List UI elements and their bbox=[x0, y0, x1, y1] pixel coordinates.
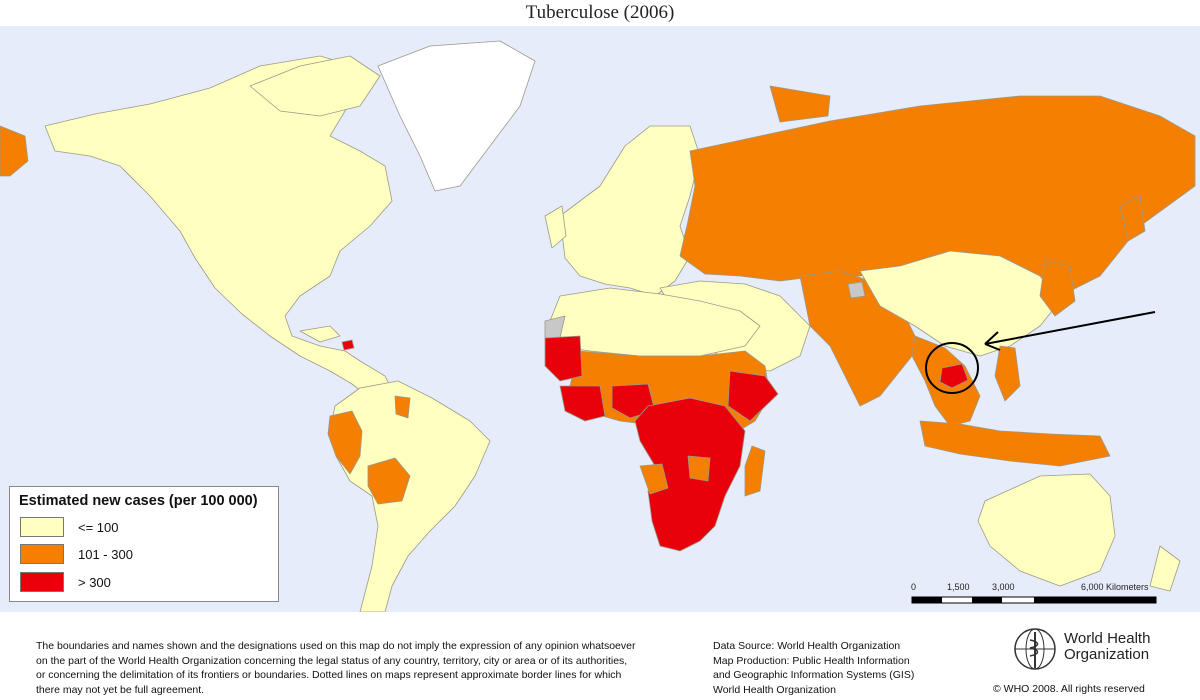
scale-bar-icon bbox=[911, 596, 1157, 604]
annotation-arrow-icon bbox=[925, 311, 1156, 394]
disclaimer-line: on the part of the World Health Organiza… bbox=[36, 654, 628, 667]
scale-tick-1: 1,500 bbox=[947, 582, 970, 592]
legend-item: 101 - 300 bbox=[20, 544, 270, 566]
region-indonesia bbox=[919, 420, 1111, 467]
who-emblem-icon bbox=[1014, 628, 1056, 670]
region-cambodia bbox=[939, 363, 969, 389]
who-name-line2: Organization bbox=[1064, 646, 1150, 663]
legend-label: > 300 bbox=[78, 575, 111, 590]
region-mauritania bbox=[544, 335, 583, 382]
legend-swatch bbox=[20, 517, 64, 537]
region-madagascar bbox=[744, 445, 766, 497]
region-south-america bbox=[329, 380, 491, 612]
region-japan bbox=[1039, 260, 1076, 317]
region-new-zealand bbox=[1149, 545, 1181, 592]
region-philippines bbox=[994, 345, 1021, 402]
legend-title: Estimated new cases (per 100 000) bbox=[19, 493, 258, 509]
legend-item: > 300 bbox=[20, 572, 270, 594]
scale-bar: 0 1,500 3,000 6,000 Kilometers bbox=[905, 582, 1185, 612]
source-line: Data Source: World Health Organization bbox=[713, 640, 901, 652]
source-line: and Geographic Information Systems (GIS) bbox=[713, 669, 915, 681]
region-ethiopia bbox=[727, 370, 779, 422]
legend-label: 101 - 300 bbox=[78, 547, 133, 562]
region-arctic-islands bbox=[249, 55, 381, 117]
region-kamchatka bbox=[1119, 195, 1146, 242]
copyright-text: © WHO 2008. All rights reserved bbox=[993, 683, 1145, 695]
disclaimer-line: or concerning the delimitation of its fr… bbox=[36, 669, 622, 681]
map-title: Tuberculose (2006) bbox=[525, 2, 675, 23]
region-far-east-tip bbox=[0, 125, 29, 177]
region-namibia-area bbox=[687, 455, 711, 482]
data-source-text: Data Source: World Health Organization M… bbox=[713, 639, 973, 697]
region-guyana bbox=[394, 395, 411, 419]
region-angola bbox=[639, 463, 669, 495]
region-caribbean bbox=[299, 325, 341, 343]
region-australia bbox=[977, 473, 1116, 587]
who-name-line1: World Health bbox=[1064, 630, 1151, 647]
scale-tick-0: 0 bbox=[911, 582, 917, 592]
region-haiti bbox=[341, 339, 355, 351]
source-line: Map Production: Public Health Informatio… bbox=[713, 654, 910, 667]
who-name: World Health Organization bbox=[1064, 631, 1150, 663]
region-bolivia bbox=[367, 457, 411, 505]
disclaimer-text: The boundaries and names shown and the d… bbox=[36, 639, 686, 697]
disclaimer-line: there may not yet be full agreement. bbox=[36, 683, 205, 696]
map-legend: Estimated new cases (per 100 000) <= 100… bbox=[9, 486, 279, 602]
region-china bbox=[859, 250, 1061, 357]
source-line: World Health Organization bbox=[713, 683, 836, 696]
region-peru bbox=[327, 410, 363, 475]
who-logo: World Health Organization bbox=[1012, 626, 1162, 672]
scale-tick-3: 6,000 Kilometers bbox=[1081, 582, 1149, 592]
region-greenland bbox=[377, 40, 536, 192]
region-west-africa-coast bbox=[559, 385, 606, 422]
disclaimer-line: The boundaries and names shown and the d… bbox=[36, 640, 636, 652]
legend-label: <= 100 bbox=[78, 520, 119, 535]
legend-swatch bbox=[20, 572, 64, 592]
region-british-isles bbox=[544, 205, 567, 249]
region-new-zealand-north bbox=[769, 85, 831, 123]
scale-tick-2: 3,000 bbox=[992, 582, 1015, 592]
legend-swatch bbox=[20, 544, 64, 564]
legend-item: <= 100 bbox=[20, 517, 270, 539]
region-disputed bbox=[847, 281, 866, 299]
